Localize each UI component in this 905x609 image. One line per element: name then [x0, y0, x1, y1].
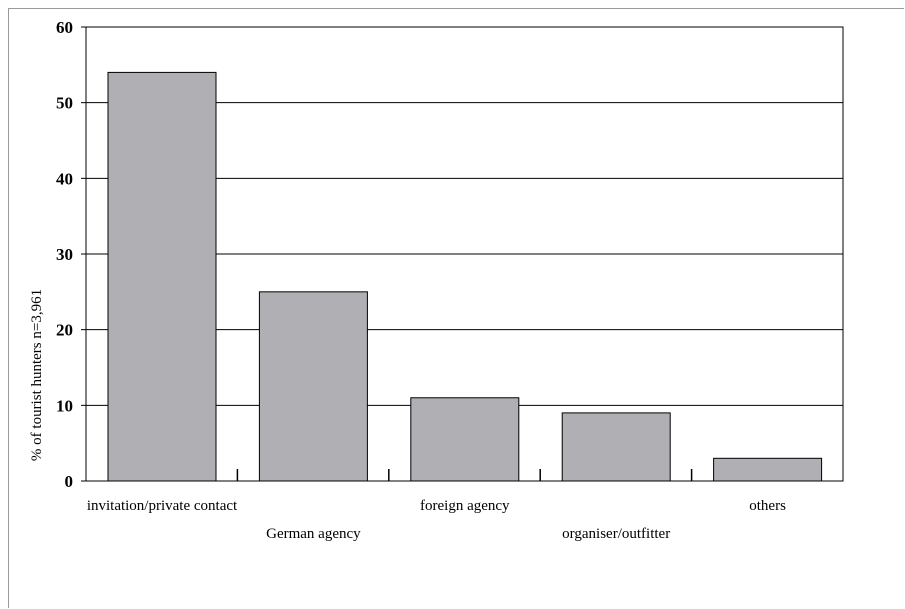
x-tick-label-1: German agency: [266, 526, 361, 542]
axes: [81, 26, 844, 482]
y-tick-label-30: 30: [56, 245, 73, 264]
bar-3: [561, 412, 671, 482]
bar-4: [713, 457, 823, 482]
bar-2: [410, 397, 520, 482]
x-tick-label-0: invitation/private contact: [87, 498, 238, 514]
x-tick-label-4: others: [749, 498, 786, 514]
x-tick-label-2: foreign agency: [420, 498, 510, 514]
y-tick-label-60: 60: [56, 18, 73, 37]
chart-frame: [8, 8, 904, 608]
plot-border: [85, 26, 844, 482]
y-axis-title: % of tourist hunters n=3,961: [29, 289, 45, 461]
bar-1: [258, 291, 368, 482]
y-tick-label-10: 10: [56, 396, 73, 415]
tick-labels: 0 10 20 30 40 50 60 invitation/private contact G…: [56, 18, 786, 542]
x-tick-label-3: organiser/outfitter: [562, 526, 670, 542]
y-tick-label-0: 0: [65, 472, 74, 491]
y-tick-label-50: 50: [56, 94, 73, 113]
bars: [107, 71, 823, 482]
y-tick-label-20: 20: [56, 321, 73, 340]
bar-0: [107, 71, 217, 482]
y-tick-label-40: 40: [56, 169, 73, 188]
